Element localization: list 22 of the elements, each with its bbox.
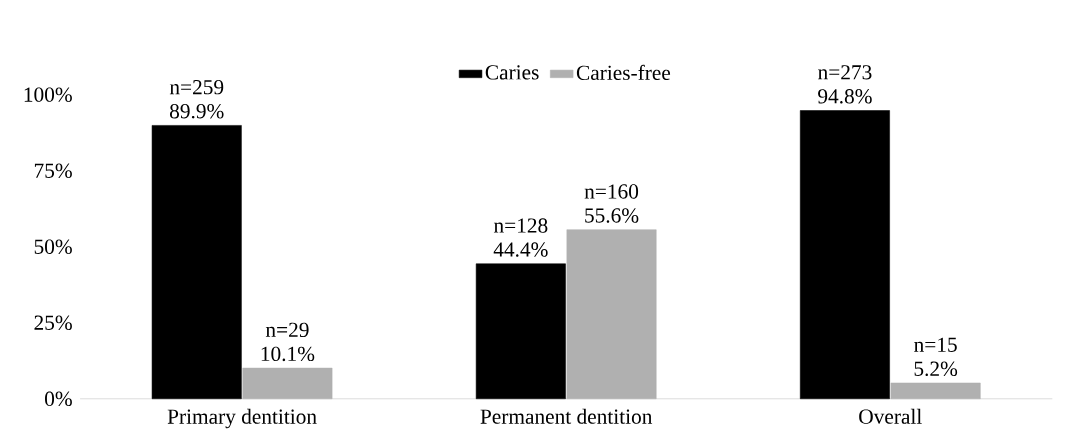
- legend-label: Caries: [485, 65, 539, 80]
- y-tick-label: 0%: [45, 391, 72, 406]
- data-label: n=273 94.8%: [818, 64, 872, 104]
- data-label: n=29 10.1%: [261, 322, 315, 361]
- data-label: n=160 55.6%: [584, 184, 639, 223]
- x-tick-label: Primary dentition: [167, 408, 317, 429]
- bar: [799, 110, 890, 399]
- bar: [890, 382, 981, 399]
- legend-label: Caries-free: [576, 64, 671, 80]
- data-label: n=128 44.4%: [493, 218, 548, 257]
- y-tick-label: 75%: [34, 163, 72, 178]
- bar: [242, 367, 333, 399]
- bar: [475, 263, 566, 399]
- x-tick-label: Permanent dentition: [480, 408, 653, 424]
- y-tick-label: 50%: [34, 239, 72, 254]
- x-tick-label: Overall: [859, 408, 922, 424]
- data-label: n=15 5.2%: [914, 337, 958, 376]
- y-tick-label: 100%: [24, 87, 72, 102]
- bar: [566, 229, 657, 399]
- bar: [151, 124, 242, 399]
- data-label: n=259 89.9%: [169, 79, 224, 119]
- y-tick-label: 25%: [34, 315, 72, 330]
